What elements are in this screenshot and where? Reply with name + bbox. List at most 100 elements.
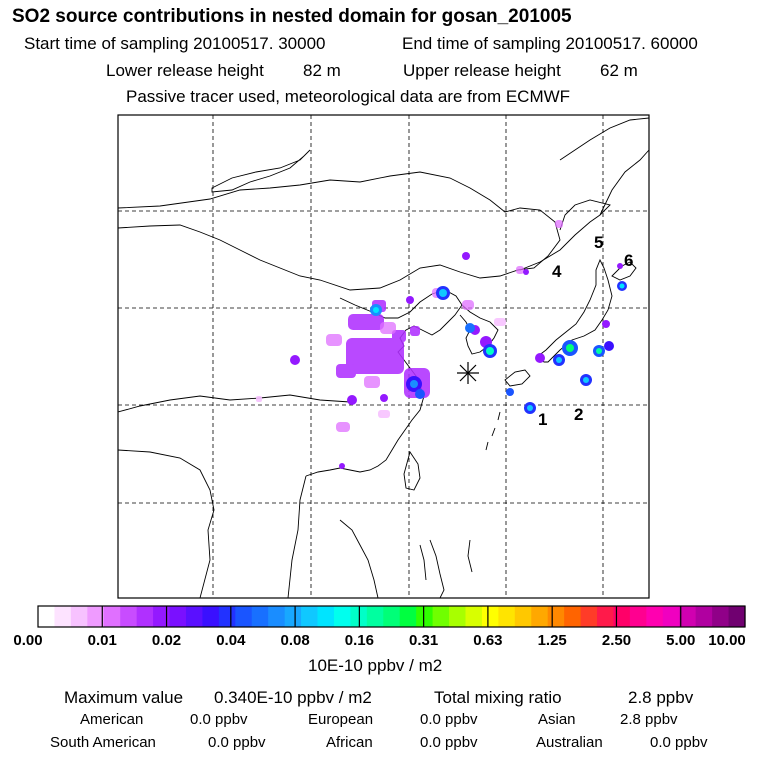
site-label-6: 6 bbox=[624, 251, 633, 270]
source-cell bbox=[494, 318, 506, 326]
source-cell bbox=[583, 377, 589, 383]
colorbar-tick-label: 0.63 bbox=[473, 632, 503, 649]
colorbar-swatch bbox=[580, 606, 598, 627]
source-cell bbox=[556, 357, 562, 363]
source-cell bbox=[439, 289, 447, 297]
colorbar-swatch bbox=[383, 606, 401, 627]
colorbar-tick-label: 0.04 bbox=[216, 632, 246, 649]
receptor-star-icon bbox=[457, 362, 479, 384]
colorbar-swatch bbox=[498, 606, 516, 627]
colorbar-swatch bbox=[514, 606, 532, 627]
source-cell bbox=[604, 341, 614, 351]
colorbar-swatch bbox=[54, 606, 72, 627]
colorbar-swatch bbox=[646, 606, 664, 627]
colorbar-tick-label: 5.00 bbox=[666, 632, 696, 649]
source-cell bbox=[290, 355, 300, 365]
colorbar-swatch bbox=[235, 606, 253, 627]
source-cell bbox=[462, 300, 474, 310]
site-label-4: 4 bbox=[552, 262, 562, 281]
colorbar-tick-label: 0.16 bbox=[344, 632, 374, 649]
source-cell bbox=[347, 395, 357, 405]
colorbar-swatch bbox=[120, 606, 138, 627]
source-cell bbox=[410, 326, 420, 336]
region-name: American bbox=[80, 711, 144, 728]
region-value: 2.8 ppbv bbox=[620, 711, 678, 728]
colorbar-swatch bbox=[416, 606, 434, 627]
source-cell bbox=[410, 380, 418, 388]
colorbar-swatch bbox=[481, 606, 499, 627]
colorbar-tick-label: 10.00 bbox=[708, 632, 746, 649]
colorbar-swatch bbox=[202, 606, 220, 627]
colorbar-frame bbox=[37, 605, 746, 628]
coastlines bbox=[118, 117, 649, 598]
source-cell bbox=[506, 388, 514, 396]
source-cell bbox=[465, 323, 475, 333]
colorbar-unit: 10E-10 ppbv / m2 bbox=[308, 656, 443, 675]
region-name: European bbox=[308, 711, 374, 728]
region-value: 0.0 ppbv bbox=[420, 734, 478, 751]
source-cell bbox=[346, 338, 404, 374]
colorbar-swatch bbox=[218, 606, 236, 627]
region-value: 0.0 ppbv bbox=[650, 734, 708, 751]
contribution-cells bbox=[256, 220, 627, 469]
upper-release-value: 62 m bbox=[600, 61, 638, 80]
total-mixing-value: 2.8 ppbv bbox=[628, 688, 694, 707]
colorbar-tick-label: 0.02 bbox=[151, 632, 182, 649]
colorbar-swatch bbox=[87, 606, 105, 627]
colorbar-swatch bbox=[679, 606, 697, 627]
colorbar-swatch bbox=[284, 606, 302, 627]
region-name: Asian bbox=[538, 711, 576, 728]
source-cell bbox=[415, 389, 425, 399]
colorbar-swatch bbox=[169, 606, 187, 627]
region-name: South American bbox=[50, 734, 156, 751]
colorbar-swatch bbox=[317, 606, 335, 627]
source-cell bbox=[336, 364, 356, 378]
source-cell bbox=[602, 320, 610, 328]
upper-release-label: Upper release height bbox=[403, 61, 561, 80]
source-cell bbox=[566, 344, 574, 352]
source-cell bbox=[617, 263, 623, 269]
colorbar-swatch bbox=[268, 606, 286, 627]
source-cell bbox=[406, 296, 414, 304]
region-value: 0.0 ppbv bbox=[420, 711, 478, 728]
source-cell bbox=[555, 220, 563, 228]
chart-title: SO2 source contributions in nested domai… bbox=[12, 6, 572, 27]
source-cell bbox=[619, 283, 625, 289]
source-cell bbox=[527, 405, 533, 411]
source-cell bbox=[348, 314, 384, 330]
colorbar bbox=[38, 606, 746, 627]
colorbar-swatch bbox=[629, 606, 647, 627]
source-cell bbox=[380, 394, 388, 402]
colorbar-swatch bbox=[531, 606, 549, 627]
region-value: 0.0 ppbv bbox=[190, 711, 248, 728]
source-cell bbox=[392, 330, 406, 342]
source-cell bbox=[378, 410, 390, 418]
colorbar-swatch bbox=[399, 606, 417, 627]
lower-release-label: Lower release height bbox=[106, 61, 264, 80]
colorbar-swatch bbox=[662, 606, 680, 627]
source-cell bbox=[462, 252, 470, 260]
colorbar-swatch bbox=[728, 606, 746, 627]
colorbar-swatch bbox=[185, 606, 204, 627]
colorbar-tick-lines bbox=[101, 606, 682, 627]
lower-release-value: 82 m bbox=[303, 61, 341, 80]
source-cell bbox=[516, 266, 524, 274]
start-time-label: Start time of sampling 20100517. 30000 bbox=[24, 34, 326, 53]
site-label-2: 2 bbox=[574, 405, 583, 424]
source-cell bbox=[523, 269, 529, 275]
colorbar-swatch bbox=[301, 606, 319, 627]
colorbar-swatch bbox=[153, 606, 171, 627]
end-time-label: End time of sampling 20100517. 60000 bbox=[402, 34, 698, 53]
colorbar-swatch bbox=[38, 606, 56, 627]
colorbar-tick-label: 1.25 bbox=[537, 632, 567, 649]
max-value: 0.340E-10 ppbv / m2 bbox=[214, 688, 372, 707]
colorbar-swatch bbox=[564, 606, 582, 627]
source-cell bbox=[336, 422, 350, 432]
colorbar-swatch bbox=[251, 606, 269, 627]
site-label-5: 5 bbox=[594, 233, 603, 252]
region-name: African bbox=[326, 734, 373, 751]
colorbar-swatch bbox=[136, 606, 154, 627]
colorbar-swatch bbox=[465, 606, 483, 627]
total-mixing-label: Total mixing ratio bbox=[434, 688, 562, 707]
source-cell bbox=[339, 463, 345, 469]
